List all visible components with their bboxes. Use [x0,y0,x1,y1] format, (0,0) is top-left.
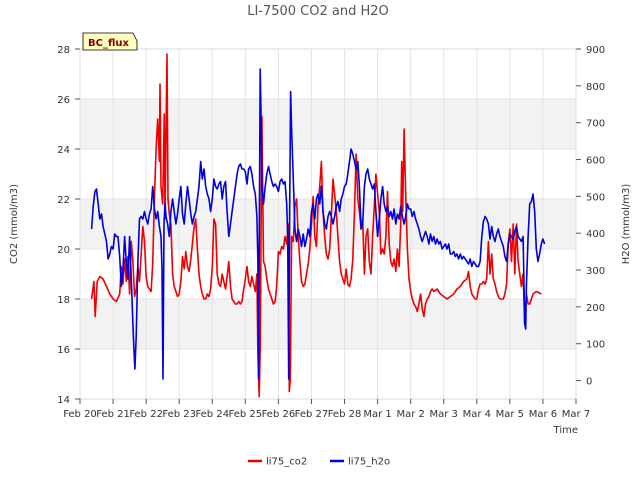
left-tick-label: 26 [57,95,70,106]
left-tick-label: 24 [57,145,70,156]
x-tick-label: Feb 25 [229,409,263,420]
left-axis: 14 16 18 20 22 24 26 28 [57,45,80,406]
left-tick-label: 16 [57,345,70,356]
right-tick-label: 100 [586,340,605,351]
x-tick-label: Feb 21 [96,409,130,420]
x-tick-label: Feb 28 [328,409,362,420]
right-tick-label: 200 [586,303,605,314]
bc-flux-badge: BC_flux [82,32,138,51]
x-tick-label: Mar 3 [430,409,458,420]
x-tick-label: Mar 6 [529,409,557,420]
y-left-label: CO2 (mmol/m3) [9,184,20,264]
right-tick-label: 0 [586,377,592,388]
plot-frame [79,48,577,400]
x-tick-label: Feb 26 [262,409,296,420]
x-tick-label: Mar 1 [363,409,391,420]
legend-label-li75_co2: li75_co2 [266,457,307,468]
band-20 [80,199,576,249]
x-tick-label: Feb 23 [162,409,196,420]
legend: li75_co2 li75_h2o [248,457,390,468]
x-tick-label: Mar 4 [463,409,491,420]
x-tick-label: Feb 24 [195,409,229,420]
chart-title: LI-7500 CO2 and H2O [247,4,389,19]
right-tick-label: 600 [586,156,605,167]
x-tick-label: Feb 20 [63,409,97,420]
left-tick-label: 18 [57,295,70,306]
right-tick-label: 800 [586,82,605,93]
left-tick-label: 28 [57,45,70,56]
right-tick-label: 500 [586,192,605,203]
right-tick-label: 400 [586,229,605,240]
badge-label: BC_flux [88,38,129,49]
left-tick-label: 20 [57,245,70,256]
right-tick-label: 700 [586,119,605,130]
x-tick-label: Feb 27 [295,409,329,420]
band-16 [80,299,576,349]
series-line-li75_h2o [90,68,546,380]
x-tick-label: Mar 7 [562,409,590,420]
background-bands [80,99,576,349]
x-axis-label: Time [553,425,578,436]
right-tick-label: 300 [586,266,605,277]
legend-label-li75_h2o: li75_h2o [348,457,390,468]
x-tick-label: Feb 22 [129,409,163,420]
y-right-label: H2O (mmol/m3) [621,184,632,265]
x-tick-label: Mar 2 [396,409,424,420]
series-layer [90,53,546,398]
left-tick-label: 14 [57,395,70,406]
badge-box [82,32,138,51]
x-tick-label: Mar 5 [496,409,524,420]
band-24 [80,99,576,149]
right-tick-label: 900 [586,45,605,56]
x-axis: Feb 20 Feb 21 Feb 22 Feb 23 Feb 24 Feb 25 Feb … [63,399,590,420]
right-axis: 0 100 200 300 400 500 600 700 800 900 [576,45,605,388]
left-tick-label: 22 [57,195,70,206]
